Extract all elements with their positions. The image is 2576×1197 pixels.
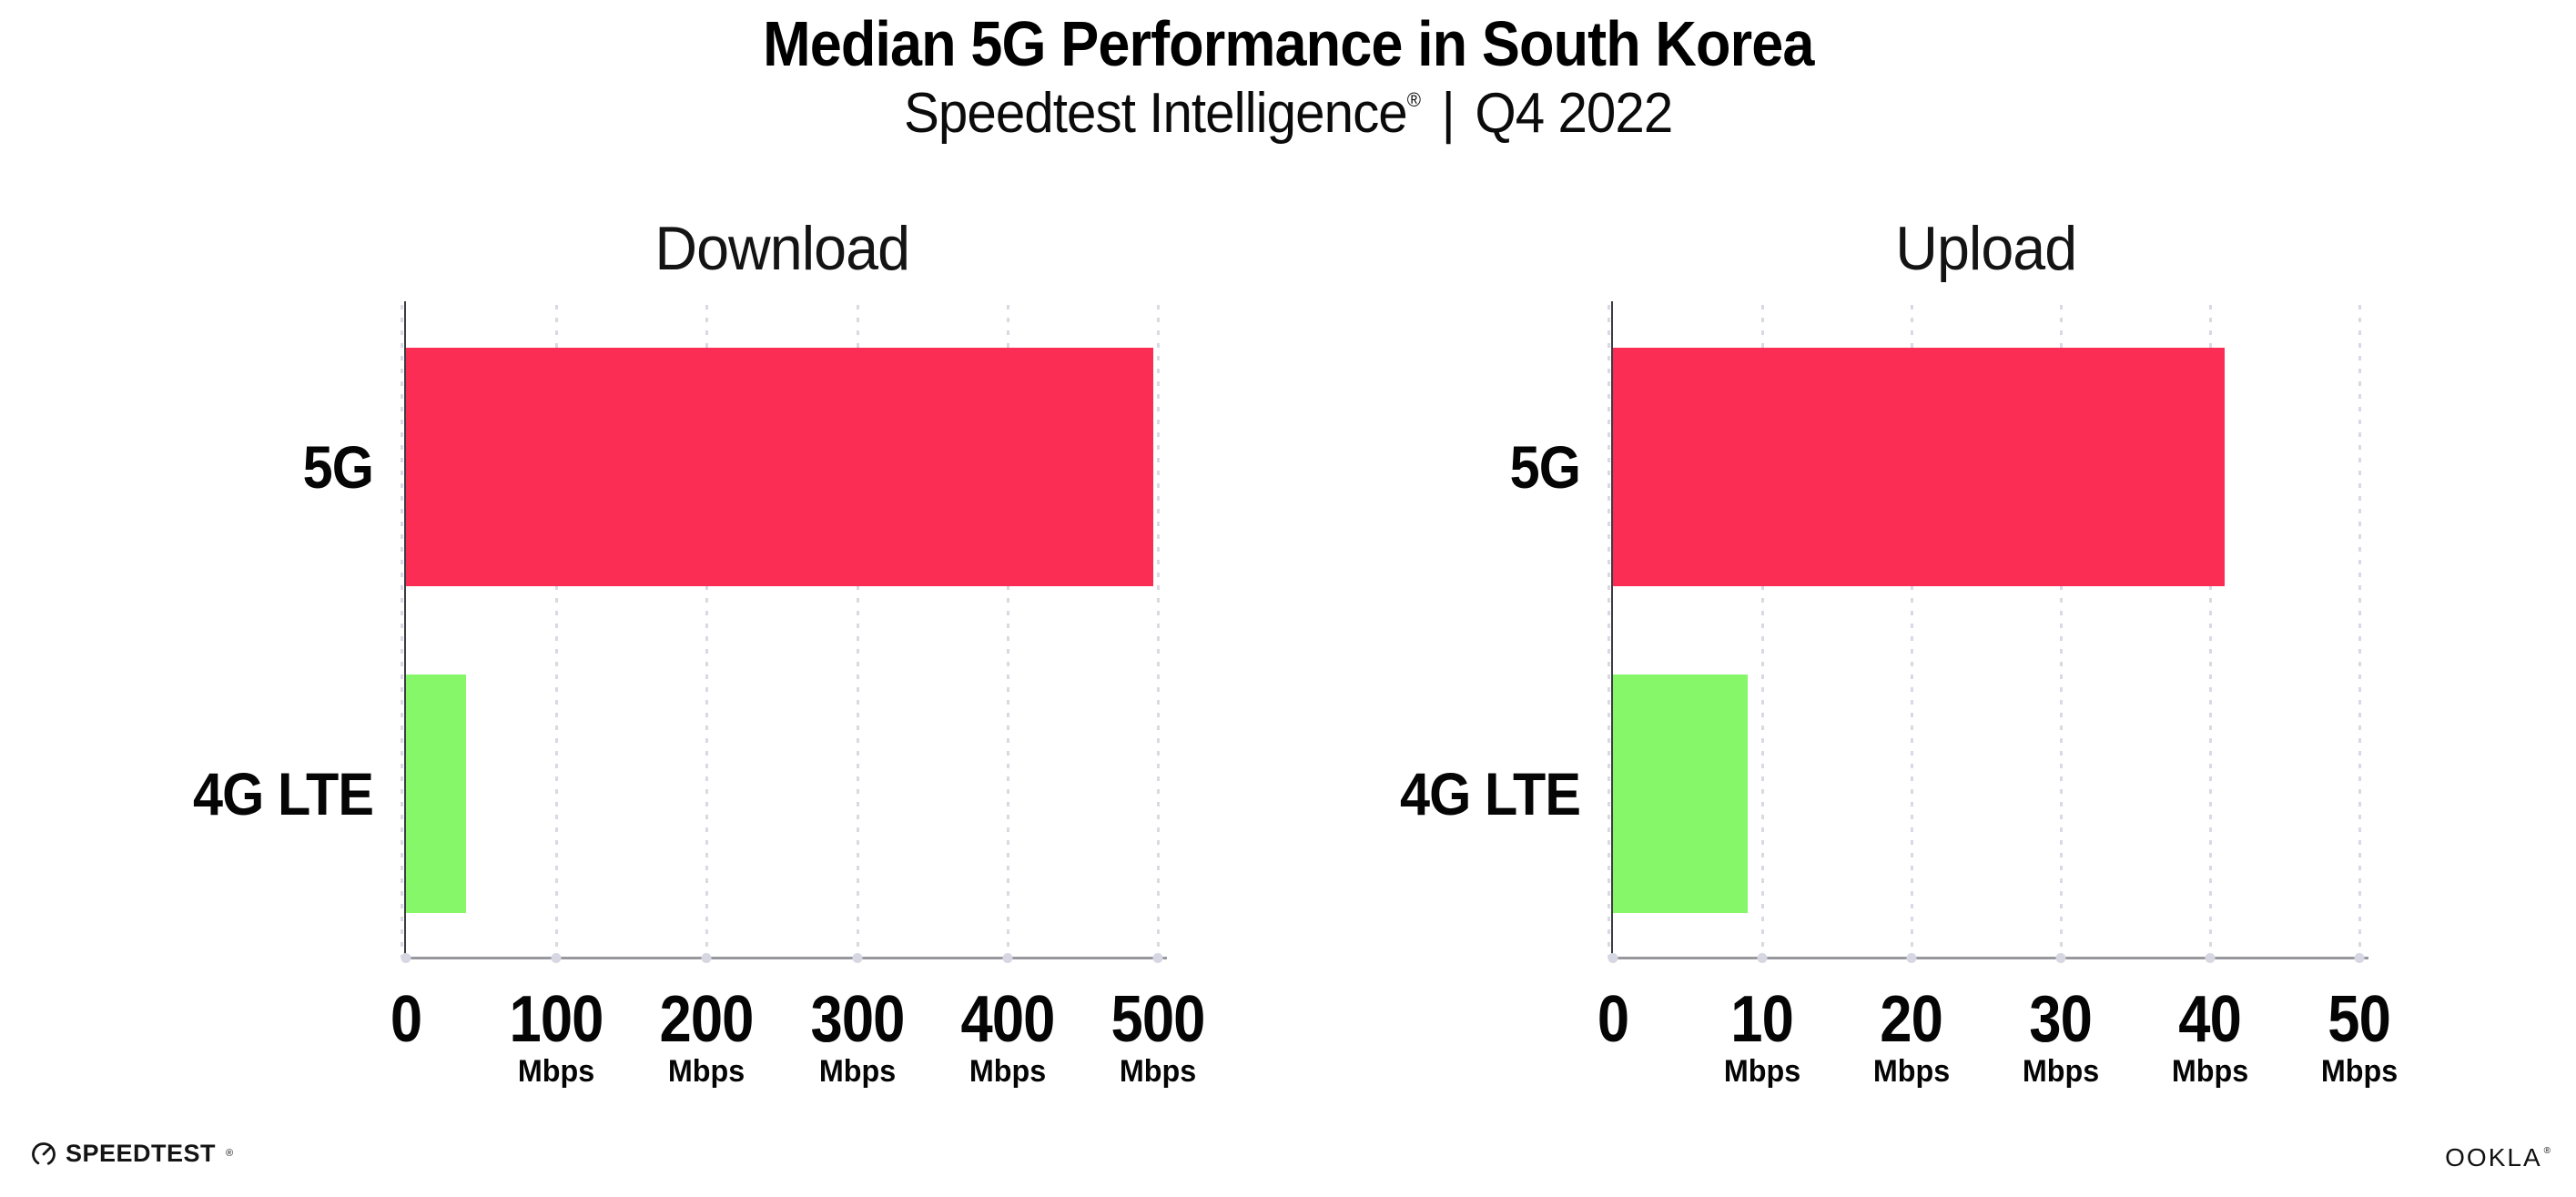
x-tick-label: 40 Mbps bbox=[2170, 987, 2251, 1087]
y-axis-line bbox=[1611, 301, 1613, 959]
registered-mark-icon: ® bbox=[1406, 87, 1421, 111]
x-axis-line bbox=[404, 957, 1167, 959]
x-tick-label: 50 Mbps bbox=[2319, 987, 2400, 1087]
subtitle-separator: | bbox=[1441, 81, 1455, 145]
axis-tick-dot bbox=[2205, 953, 2216, 963]
category-label-5g: 5G bbox=[295, 432, 374, 502]
bar-4g-lte bbox=[1613, 675, 1748, 914]
ookla-logo-text: OOKLA bbox=[2445, 1143, 2542, 1172]
upload-plot-area: 0 10 Mbps 20 Mbps 30 Mbps 40 Mbps 50 Mbps 5G 4G LTE bbox=[1400, 301, 2398, 1087]
x-tick-value: 300 bbox=[810, 983, 905, 1056]
axis-tick-dot bbox=[1002, 953, 1013, 963]
x-tick-label: 0 bbox=[1595, 987, 1630, 1052]
x-tick-label: 500 Mbps bbox=[1104, 987, 1211, 1087]
x-tick-label: 400 Mbps bbox=[954, 987, 1060, 1087]
ookla-registered-mark-icon: ® bbox=[2543, 1146, 2551, 1156]
download-chart: Download 0 100 Mbps 200 Mbps 300 Mbps 400 Mbps 50… bbox=[193, 218, 1206, 1087]
category-label-text: 4G LTE bbox=[1399, 760, 1581, 828]
gridline bbox=[555, 305, 559, 958]
bar-4g-lte bbox=[406, 675, 467, 914]
x-tick-unit: Mbps bbox=[668, 1054, 745, 1089]
gridline bbox=[1157, 305, 1160, 958]
x-tick-unit: Mbps bbox=[818, 1054, 896, 1089]
y-axis-line bbox=[404, 301, 406, 959]
gridline bbox=[1761, 305, 1764, 958]
axis-tick-dot bbox=[551, 953, 562, 963]
x-axis-line bbox=[1611, 957, 2368, 959]
x-tick-label: 0 bbox=[388, 987, 423, 1052]
category-label-text: 4G LTE bbox=[192, 760, 374, 828]
x-tick-label: 100 Mbps bbox=[503, 987, 610, 1087]
gridline bbox=[2060, 305, 2063, 958]
bar-5g bbox=[1613, 347, 2226, 586]
x-tick-value: 100 bbox=[509, 983, 604, 1056]
axis-tick-dot bbox=[1607, 953, 1618, 963]
axis-tick-dot bbox=[401, 953, 411, 963]
x-tick-unit: Mbps bbox=[2320, 1054, 2399, 1089]
x-tick-value: 500 bbox=[1111, 983, 1205, 1056]
axis-tick-dot bbox=[2354, 953, 2365, 963]
main-title: Median 5G Performance in South Korea bbox=[0, 0, 2576, 78]
category-label-4g-lte: 4G LTE bbox=[173, 759, 374, 828]
category-label-text: 5G bbox=[302, 432, 374, 501]
axis-tick-dot bbox=[1906, 953, 1917, 963]
bar-5g bbox=[406, 347, 1154, 586]
x-tick-unit: Mbps bbox=[1119, 1054, 1197, 1089]
gridline bbox=[2358, 305, 2361, 958]
axis-tick-dot bbox=[701, 953, 712, 963]
x-tick-value: 200 bbox=[659, 983, 755, 1056]
category-label-4g-lte: 4G LTE bbox=[1380, 759, 1581, 828]
upload-chart-title: Upload bbox=[1895, 214, 2077, 283]
main-title-text: Median 5G Performance in South Korea bbox=[762, 8, 1814, 79]
subtitle-period: Q4 2022 bbox=[1475, 81, 1673, 145]
gridline bbox=[2209, 305, 2212, 958]
category-label-text: 5G bbox=[1509, 432, 1581, 501]
ookla-logo: OOKLA ® bbox=[2445, 1143, 2551, 1172]
axis-tick-dot bbox=[1152, 953, 1163, 963]
subtitle-text: Speedtest Intelligence® | Q4 2022 bbox=[903, 81, 1673, 145]
gridline bbox=[1006, 305, 1009, 958]
x-tick-label: 20 Mbps bbox=[1871, 987, 1952, 1087]
x-tick-value: 10 bbox=[1730, 983, 1795, 1056]
speedtest-logo-text: SPEEDTEST bbox=[66, 1139, 217, 1167]
gridline bbox=[401, 305, 403, 958]
x-tick-unit: Mbps bbox=[518, 1054, 595, 1089]
gridline bbox=[1911, 305, 1913, 958]
header: Median 5G Performance in South Korea Spe… bbox=[0, 0, 2576, 143]
x-tick-unit: Mbps bbox=[1723, 1054, 1801, 1089]
speedtest-gauge-icon bbox=[32, 1142, 56, 1166]
x-tick-value: 30 bbox=[2029, 983, 2094, 1056]
x-tick-label: 200 Mbps bbox=[654, 987, 760, 1087]
x-tick-label: 10 Mbps bbox=[1722, 987, 1803, 1087]
download-chart-title: Download bbox=[654, 214, 910, 283]
x-tick-unit: Mbps bbox=[2022, 1054, 2100, 1089]
subtitle: Speedtest Intelligence® | Q4 2022 bbox=[0, 81, 2576, 145]
x-tick-label: 30 Mbps bbox=[2021, 987, 2102, 1087]
axis-tick-dot bbox=[852, 953, 863, 963]
x-tick-value: 0 bbox=[1597, 983, 1629, 1056]
x-tick-unit: Mbps bbox=[969, 1054, 1046, 1089]
x-tick-unit: Mbps bbox=[1872, 1054, 1951, 1089]
subtitle-brand: Speedtest Intelligence bbox=[903, 81, 1408, 145]
x-tick-unit: Mbps bbox=[2171, 1054, 2249, 1089]
x-tick-label: 300 Mbps bbox=[804, 987, 910, 1087]
speedtest-registered-mark-icon: ® bbox=[226, 1148, 234, 1159]
category-label-5g: 5G bbox=[1502, 432, 1581, 502]
x-tick-value: 20 bbox=[1880, 983, 1944, 1056]
axis-tick-dot bbox=[1757, 953, 1768, 963]
speedtest-logo: SPEEDTEST ® bbox=[30, 1138, 233, 1169]
gridline bbox=[705, 305, 709, 958]
upload-chart: Upload 0 10 Mbps 20 Mbps 30 Mbps 40 Mbps 50 Mbps 5G… bbox=[1400, 218, 2398, 1087]
download-plot-area: 0 100 Mbps 200 Mbps 300 Mbps 400 Mbps 500 Mbps 5G 4G… bbox=[193, 301, 1205, 1087]
axis-tick-dot bbox=[2055, 953, 2066, 963]
x-tick-value: 400 bbox=[960, 983, 1055, 1056]
gridline bbox=[856, 305, 859, 958]
gridline bbox=[1607, 305, 1610, 958]
x-tick-value: 0 bbox=[390, 983, 422, 1056]
x-tick-value: 40 bbox=[2178, 983, 2243, 1056]
x-tick-value: 50 bbox=[2328, 983, 2392, 1056]
